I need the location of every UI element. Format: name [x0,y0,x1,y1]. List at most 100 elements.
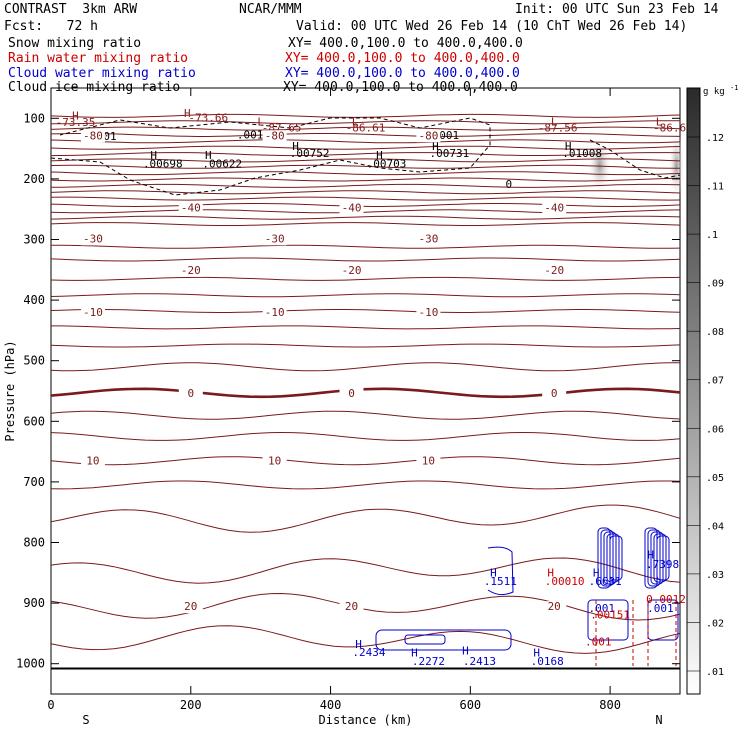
isoline [50,139,681,144]
cloud-water-contour [647,599,679,641]
contour-label-bg [416,455,441,468]
cloud-water-contour [647,529,661,587]
contour-label: -10 [265,306,285,319]
y-tick-label: 600 [23,414,45,428]
extrema-label: .00698 [143,157,183,170]
contour-label-bg [542,387,567,400]
isoline [50,362,680,372]
field-cloudwater-name: Cloud water mixing ratio [8,66,196,81]
contour-label-bg [262,233,287,246]
extrema-label: H [533,646,540,659]
isoline [50,504,681,533]
isoline [50,145,681,150]
extrema-label: .00010 [545,575,585,588]
contour-label-bg [339,601,364,614]
shading-spot [587,137,612,194]
colorbar-unit: g kg [703,87,725,97]
forecast-hour: Fcst: 72 h [4,19,98,34]
contour-label-bg [416,130,441,143]
isoline [50,480,681,490]
extrema-label: .2434 [352,646,385,659]
isoline [50,203,681,208]
y-tick-label: 300 [23,233,45,247]
extrema-label: 0 [505,178,512,191]
extrema-label: .2272 [412,655,445,668]
isoline [50,190,681,195]
shading-spot [668,131,685,200]
y-tick-label: 400 [23,293,45,307]
colorbar-gradient [686,87,701,695]
contour-label-bg [178,387,203,400]
contour-label-bg [416,233,441,246]
isoline [50,171,681,176]
extrema-label: H [593,566,600,579]
colorbar-tick-label: .09 [706,279,724,290]
isoline [50,222,681,226]
contour-label: -40 [181,201,201,214]
contour-label-bg [542,601,567,614]
extrema-label: H [72,110,79,123]
isoline [50,592,681,621]
extrema-label: .00752 [290,147,330,160]
extrema-label: .001 [237,128,264,141]
extrema-label: .2413 [463,655,496,668]
title-product: CONTRAST 3km ARW [4,2,138,17]
extrema-label: H [355,638,362,651]
isoline [51,120,681,125]
x-tick-label: 0 [47,698,54,712]
isoline [50,177,681,182]
isoline [50,343,681,348]
contour-label-bg [80,455,105,468]
colorbar-tick-label: .08 [706,327,724,338]
source-label: NCAR/MMM [239,2,302,17]
contour-label-bg [178,264,203,277]
x-end-label-s: S [82,713,89,727]
field-snow-xy: XY= 400.0,100.0 to 400.0,400.0 [288,36,523,51]
contour-label-bg [80,233,105,246]
colorbar-tick-label: .01 [706,667,724,678]
extrema-label: H [411,646,418,659]
contour-label: 0 [348,387,355,400]
extrema-label: .6631 [589,575,622,588]
extrema-label: -86.6 [653,122,686,135]
x-tick-label: 200 [180,698,202,712]
isoline [50,113,681,118]
x-tick-label: 600 [459,698,481,712]
extrema-label: L [656,116,663,129]
contour-label-bg [178,202,203,215]
extrema-label: .0168 [531,655,564,668]
extrema-label: .01008 [562,147,602,160]
contour-label: -30 [418,232,438,245]
y-tick-label: 100 [23,111,45,125]
colorbar-tick-label: .04 [706,521,724,532]
x-tick-label: 400 [320,698,342,712]
contour-label-bg [262,307,287,320]
extrema-label: H [184,107,191,120]
extrema-label: .00703 [367,157,407,170]
extrema-label: .1511 [484,575,517,588]
x-end-label-n: N [655,713,662,727]
extrema-label: L [551,116,558,129]
isoline [50,387,681,399]
cloud-water-contour [487,546,514,596]
extrema-label: H [547,566,554,579]
contour-label-bg [262,130,287,143]
y-tick-label: 1000 [16,657,45,671]
contour-label-bg [80,130,105,143]
y-tick-label: 700 [23,475,45,489]
contour-label: -80 [418,129,438,142]
extrema-label: .00151 [590,608,630,621]
contour-label: -80 [83,129,103,142]
extrema-label: .00731 [429,147,469,160]
contour-label: -10 [83,306,103,319]
extrema-label: H [150,149,157,162]
y-tick-label: 900 [23,596,45,610]
contour-label-bg [339,202,364,215]
isoline [50,257,681,262]
cloud-water-contour [375,629,512,651]
colorbar-tick-label: .05 [706,473,724,484]
extrema-label: L [257,116,264,129]
isoline [50,309,681,313]
y-axis-label: Pressure (hPa) [3,340,17,441]
